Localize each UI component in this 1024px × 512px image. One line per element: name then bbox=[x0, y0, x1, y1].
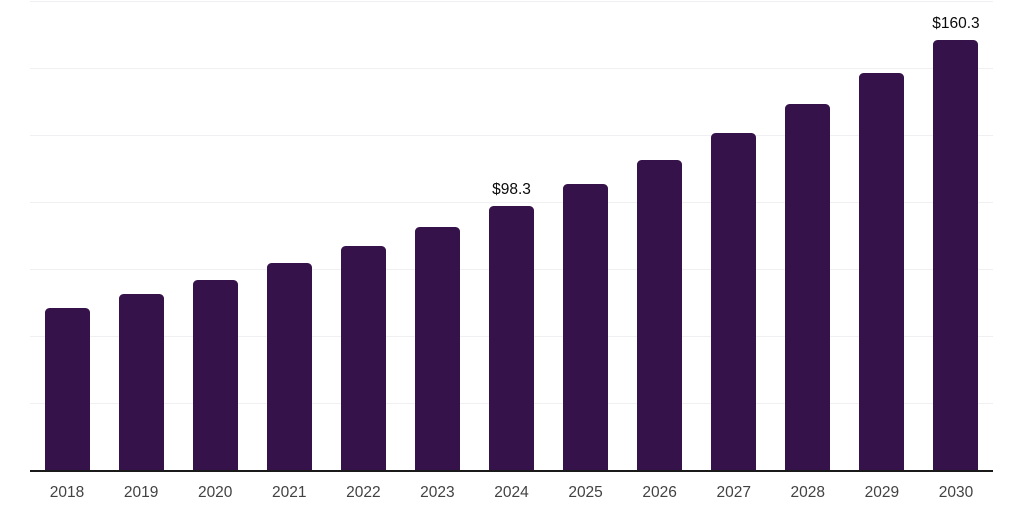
x-tick-label-2030: 2030 bbox=[938, 484, 974, 501]
x-tick-label-2023: 2023 bbox=[420, 484, 455, 501]
x-tick-label-2019: 2019 bbox=[123, 484, 159, 501]
bar-2023 bbox=[414, 226, 460, 470]
x-tick-label-2025: 2025 bbox=[568, 484, 603, 501]
gridline-175 bbox=[30, 0, 993, 2]
x-tick-label-2020: 2020 bbox=[197, 484, 233, 501]
value-label-2024: $98.3 bbox=[492, 181, 531, 199]
bar-2029 bbox=[859, 73, 905, 470]
x-tick-label-2022: 2022 bbox=[346, 484, 381, 501]
x-tick-label-2021: 2021 bbox=[272, 484, 307, 501]
bar-2025 bbox=[563, 184, 609, 470]
x-tick-label-2027: 2027 bbox=[716, 484, 751, 501]
bar-2022 bbox=[340, 245, 386, 470]
x-tick-label-2018: 2018 bbox=[49, 484, 85, 501]
bar-2024 bbox=[489, 206, 534, 470]
gridline-150 bbox=[30, 67, 993, 69]
gridline-125 bbox=[30, 134, 993, 136]
x-tick-label-2028: 2028 bbox=[790, 484, 826, 501]
x-tick-label-2026: 2026 bbox=[642, 484, 677, 501]
gridline-100 bbox=[30, 201, 993, 203]
bar-2020 bbox=[192, 279, 238, 470]
x-axis-line bbox=[30, 470, 993, 472]
bar-2026 bbox=[637, 159, 683, 470]
bar-2019 bbox=[118, 294, 164, 470]
bar-2028 bbox=[785, 104, 831, 470]
bar-2018 bbox=[44, 308, 90, 470]
bar-2030 bbox=[933, 39, 979, 470]
x-tick-label-2029: 2029 bbox=[864, 484, 900, 501]
value-label-2030: $160.3 bbox=[932, 14, 980, 32]
bar-2027 bbox=[711, 133, 757, 470]
x-tick-label-2024: 2024 bbox=[494, 484, 529, 501]
bar-2021 bbox=[266, 262, 312, 470]
